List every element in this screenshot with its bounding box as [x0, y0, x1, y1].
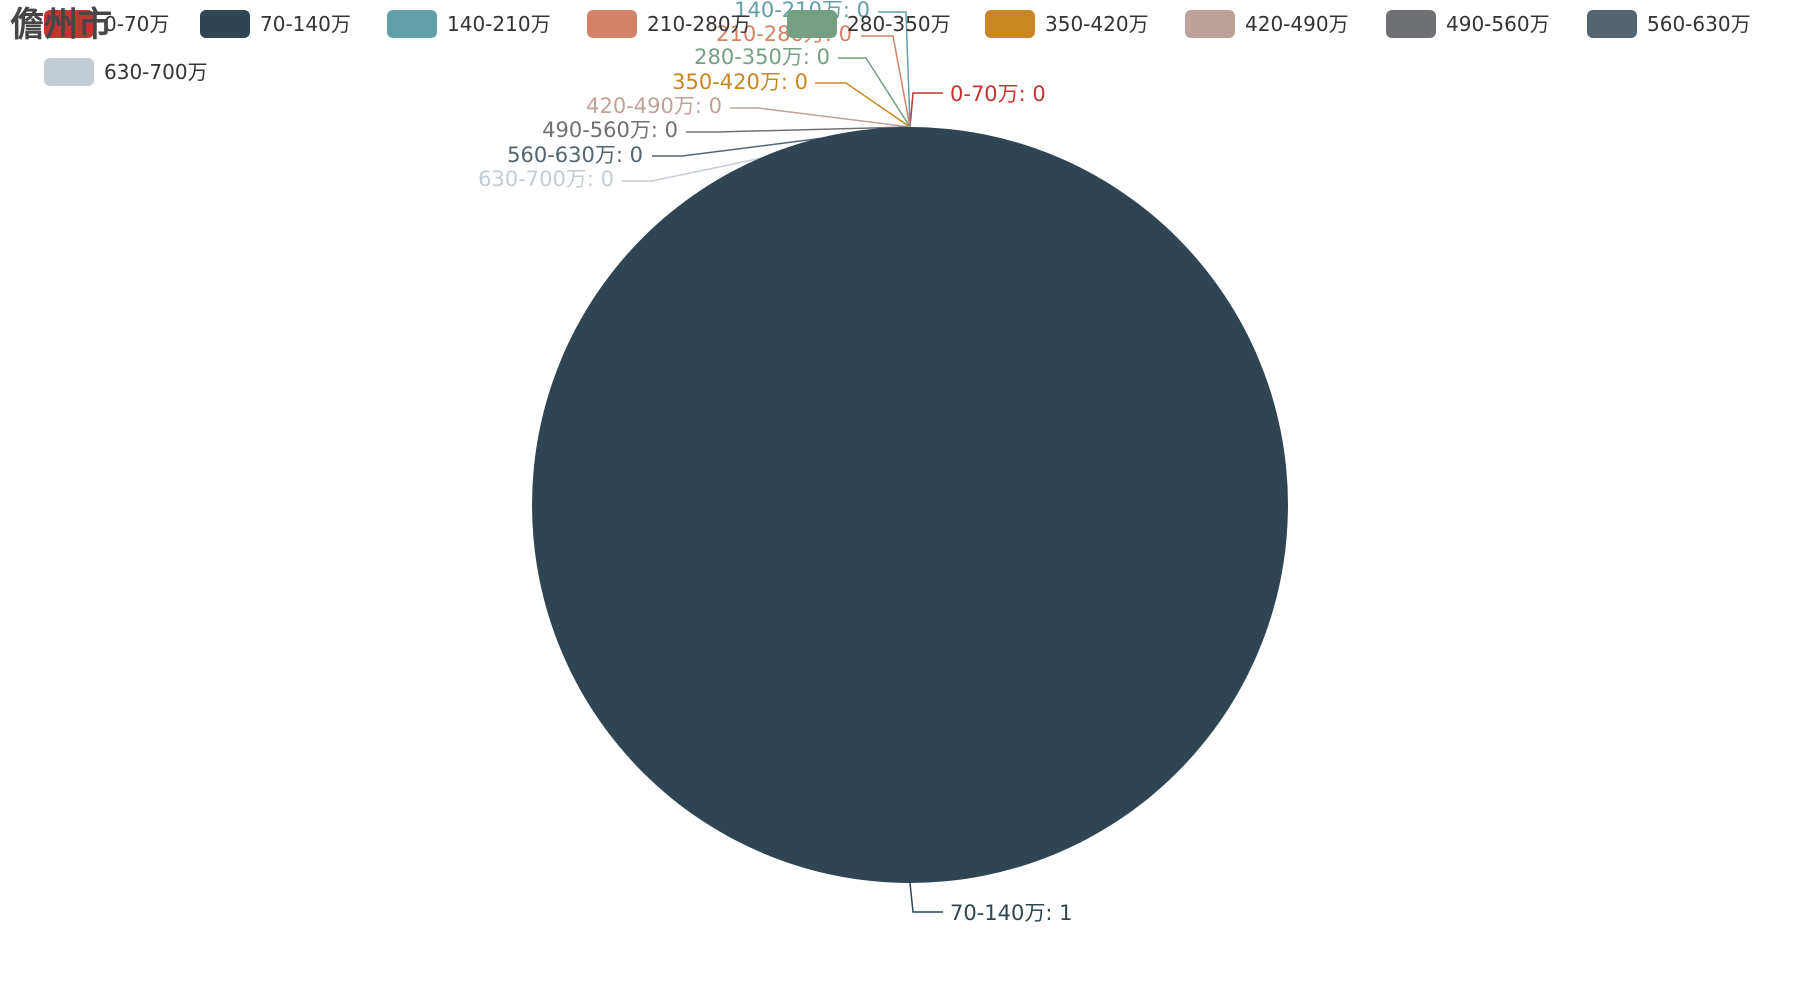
leader-line — [909, 92, 943, 128]
slice-label: 280-350万: 0 — [694, 45, 830, 69]
legend-label: 630-700万 — [104, 60, 208, 84]
legend-label: 490-560万 — [1446, 12, 1550, 36]
legend-item[interactable]: 210-280万 — [587, 10, 751, 38]
legend-item[interactable]: 140-210万 — [387, 10, 551, 38]
legend-item[interactable]: 350-420万 — [985, 10, 1149, 38]
legend-item[interactable]: 420-490万 — [1185, 10, 1349, 38]
legend-label: 560-630万 — [1647, 12, 1751, 36]
leader-line — [730, 107, 911, 128]
legend-label: 350-420万 — [1045, 12, 1149, 36]
leader-line — [878, 11, 911, 128]
slice-label: 420-490万: 0 — [586, 94, 722, 118]
slice-label: 630-700万: 0 — [478, 167, 614, 191]
leader-line — [861, 35, 911, 128]
legend-label: 140-210万 — [447, 12, 551, 36]
pie-slices — [532, 127, 1288, 883]
legend-swatch — [1185, 10, 1235, 38]
legend-item[interactable]: 630-700万 — [44, 58, 208, 86]
legend-swatch — [387, 10, 437, 38]
leader-line — [838, 57, 911, 128]
legend-item[interactable]: 490-560万 — [1386, 10, 1550, 38]
legend-label: 280-350万 — [847, 12, 951, 36]
legend-label: 210-280万 — [647, 12, 751, 36]
legend-label: 70-140万 — [260, 12, 351, 36]
legend-swatch — [985, 10, 1035, 38]
slice-label: 0-70万: 0 — [950, 82, 1046, 106]
chart-title: 儋州市 — [10, 5, 112, 45]
legend-swatch — [44, 58, 94, 86]
leader-line — [909, 882, 943, 913]
slice-label: 560-630万: 0 — [507, 143, 643, 167]
pie-slice[interactable] — [532, 127, 1288, 883]
slice-label: 490-560万: 0 — [542, 118, 678, 142]
legend-swatch — [1386, 10, 1436, 38]
legend-swatch — [1587, 10, 1637, 38]
slice-label: 70-140万: 1 — [950, 901, 1073, 925]
legend-item[interactable]: 280-350万 — [787, 10, 951, 38]
legend-swatch — [787, 10, 837, 38]
legend-swatch — [587, 10, 637, 38]
leader-line — [686, 126, 911, 133]
legend: 0-70万 70-140万 140-210万 210-280万 280-350万 350-… — [44, 10, 1751, 86]
legend-label: 0-70万 — [104, 12, 169, 36]
legend-item[interactable]: 560-630万 — [1587, 10, 1751, 38]
legend-label: 420-490万 — [1245, 12, 1349, 36]
leader-line — [815, 82, 911, 128]
legend-swatch — [44, 10, 94, 38]
legend-item[interactable]: 70-140万 — [200, 10, 351, 38]
legend-swatch — [200, 10, 250, 38]
legend-item[interactable]: 0-70万 — [44, 10, 169, 38]
slice-label: 350-420万: 0 — [672, 70, 808, 94]
